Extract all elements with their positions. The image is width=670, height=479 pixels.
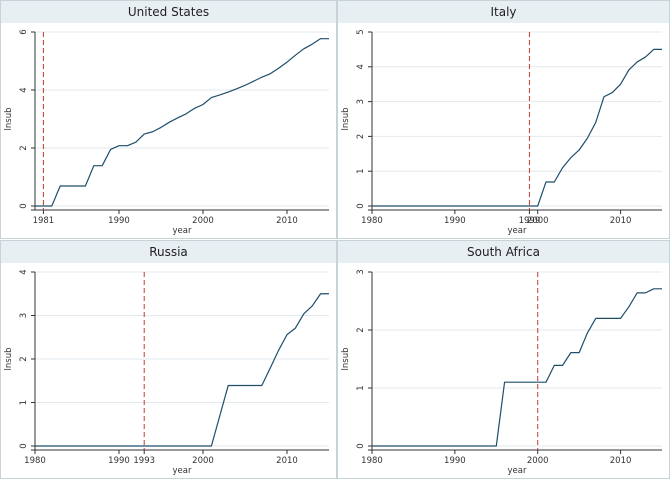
y-axis-title: lnsub: [341, 348, 351, 371]
panel-background: [337, 0, 670, 239]
y-tick-label: 5: [356, 29, 366, 34]
y-tick-label: 3: [356, 269, 366, 274]
y-tick-label: 0: [19, 443, 29, 448]
x-tick-label: 2000: [527, 216, 549, 226]
y-tick-label: 2: [356, 134, 366, 139]
chart-title: South Africa: [467, 245, 540, 259]
panel-south-africa: South Africa 0 1 2 3 1980 1990 2000 2010 year lnsu…: [337, 240, 670, 479]
chart-russia: Russia 0 1 2 3 4 1980 1990 1993 2000 2010 year lnsub: [0, 240, 337, 479]
x-tick-label: 2010: [276, 216, 298, 226]
panel-italy: Italy 0 1 2 3 4 5 1980 1990 1999 2000 2010 year lnsub: [337, 0, 670, 239]
series-line-lnsub: [35, 38, 329, 207]
x-axis-title: year: [173, 226, 192, 236]
y-tick-label: 2: [19, 145, 29, 150]
series-line-lnsub: [372, 288, 662, 447]
panel-header: [1, 1, 336, 23]
y-tick-label: 0: [19, 203, 29, 208]
y-tick-label: 3: [356, 99, 366, 104]
x-tick-label: 1980: [361, 216, 383, 226]
x-tick-label: 2010: [610, 216, 632, 226]
series-line-lnsub: [35, 293, 329, 447]
panel-united-states: United States 0 2 4 6 1981 1990 2000 2010 year lns…: [0, 0, 337, 239]
panel-header: [338, 1, 669, 23]
y-tick-label: 1: [19, 400, 29, 405]
panel-header: [1, 241, 336, 263]
y-axis-title: lnsub: [4, 108, 14, 131]
y-tick-label: 4: [19, 269, 29, 274]
x-tick-label: 1980: [361, 456, 383, 466]
x-tick-label: 1981: [33, 216, 55, 226]
x-tick-label: 1980: [24, 456, 46, 466]
chart-south-africa: South Africa 0 1 2 3 1980 1990 2000 2010 year lnsu…: [337, 240, 670, 479]
y-tick-label: 2: [356, 327, 366, 332]
x-axis-title: year: [508, 226, 527, 236]
y-tick-label: 3: [19, 313, 29, 318]
x-tick-label: 1990: [108, 456, 130, 466]
chart-title: Russia: [149, 245, 188, 259]
y-tick-label: 0: [356, 203, 366, 208]
chart-title: Italy: [490, 5, 516, 19]
x-tick-label: 1990: [444, 456, 466, 466]
x-axis-title: year: [173, 466, 192, 476]
panel-background: [337, 240, 670, 479]
x-tick-label: 2000: [527, 456, 549, 466]
panel-russia: Russia 0 1 2 3 4 1980 1990 1993 2000 2010 year lnsub: [0, 240, 337, 479]
y-tick-label: 1: [356, 168, 366, 173]
x-tick-label: 2010: [276, 456, 298, 466]
x-tick-label: 2010: [610, 456, 632, 466]
y-axis-title: lnsub: [341, 108, 351, 131]
y-axis-title: lnsub: [4, 348, 14, 371]
y-tick-label: 1: [356, 385, 366, 390]
x-tick-label: 1999: [519, 216, 541, 226]
y-tick-label: 2: [19, 356, 29, 361]
y-tick-label: 4: [356, 64, 366, 69]
chart-united-states: United States 0 2 4 6 1981 1990 2000 2010 year lns…: [0, 0, 337, 239]
panel-background: [0, 0, 337, 239]
x-tick-label: 1990: [444, 216, 466, 226]
x-tick-label: 1993: [133, 456, 155, 466]
chart-title: United States: [128, 5, 209, 19]
panel-header: [338, 241, 669, 263]
x-axis-title: year: [508, 466, 527, 476]
x-tick-label: 2000: [192, 456, 214, 466]
y-tick-label: 4: [19, 87, 29, 92]
x-tick-label: 2000: [192, 216, 214, 226]
y-tick-label: 0: [356, 443, 366, 448]
y-tick-label: 6: [19, 29, 29, 34]
x-tick-label: 1990: [108, 216, 130, 226]
series-line-lnsub: [372, 48, 662, 207]
